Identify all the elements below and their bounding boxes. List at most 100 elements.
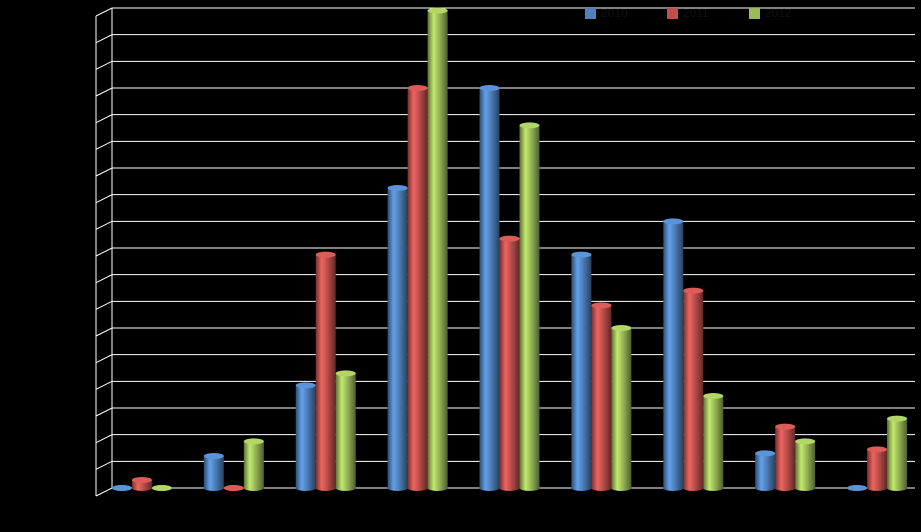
bar bbox=[775, 423, 796, 491]
bar-top bbox=[703, 393, 724, 399]
bar-body bbox=[427, 10, 448, 489]
bar-base bbox=[407, 485, 428, 491]
bar bbox=[203, 453, 224, 491]
bar bbox=[427, 7, 448, 491]
bar-base bbox=[755, 485, 776, 491]
bar-top bbox=[111, 485, 132, 491]
legend-label: 2010 bbox=[601, 6, 628, 20]
grid-line bbox=[95, 87, 915, 97]
bar-body bbox=[407, 88, 428, 488]
bar-base bbox=[243, 485, 264, 491]
bar-base bbox=[131, 485, 152, 491]
bar-base bbox=[295, 485, 316, 491]
bar-body bbox=[315, 254, 336, 488]
bar-body bbox=[795, 441, 816, 488]
bar-top bbox=[847, 485, 868, 491]
bar-base bbox=[203, 485, 224, 491]
bar bbox=[519, 122, 540, 491]
y-tick-label: 12 bbox=[77, 168, 91, 182]
bar-base bbox=[571, 485, 592, 491]
grid-line bbox=[95, 114, 915, 124]
bar-base bbox=[499, 485, 520, 491]
y-tick-label: 3 bbox=[83, 408, 90, 422]
bar-body bbox=[611, 328, 632, 488]
bar bbox=[571, 251, 592, 491]
bar bbox=[151, 485, 172, 491]
bar-body bbox=[703, 396, 724, 488]
bar bbox=[315, 251, 336, 491]
bar-base bbox=[867, 485, 888, 491]
bar-base bbox=[387, 485, 408, 491]
y-tick-label: 18 bbox=[77, 8, 91, 22]
bar-base bbox=[887, 485, 908, 491]
bar-body bbox=[203, 456, 224, 488]
bar-base bbox=[683, 485, 704, 491]
bar-top bbox=[755, 450, 776, 457]
grid-line bbox=[95, 140, 915, 150]
bar-top bbox=[203, 453, 224, 459]
bar bbox=[591, 302, 612, 491]
bar-base bbox=[663, 485, 684, 491]
bar-top bbox=[795, 438, 816, 445]
bar-body bbox=[335, 373, 356, 488]
y-tick-label: 17 bbox=[77, 35, 91, 49]
y-tick-label: 11 bbox=[78, 195, 91, 209]
legend-label: 2012 bbox=[765, 6, 792, 20]
bar-body bbox=[755, 453, 776, 488]
bar-top bbox=[683, 287, 704, 294]
bar-base bbox=[479, 485, 500, 491]
bar bbox=[407, 85, 428, 491]
bar-base bbox=[519, 485, 540, 491]
y-tick-label: 13 bbox=[77, 142, 91, 156]
legend-swatch bbox=[585, 8, 596, 19]
bar-body bbox=[387, 188, 408, 488]
grid-line bbox=[95, 60, 915, 70]
bar bbox=[683, 287, 704, 491]
grid-line bbox=[95, 194, 915, 204]
bar-body bbox=[775, 426, 796, 488]
bar bbox=[847, 485, 868, 491]
bar-base bbox=[703, 485, 724, 491]
grid-line bbox=[95, 220, 915, 230]
bar-body bbox=[295, 385, 316, 488]
y-tick-label: 15 bbox=[77, 88, 91, 102]
bar bbox=[223, 485, 244, 491]
legend-swatch bbox=[667, 8, 678, 19]
grid-line bbox=[95, 7, 915, 17]
bar bbox=[611, 325, 632, 491]
bar bbox=[335, 370, 356, 491]
bar-body bbox=[591, 305, 612, 488]
bar-top bbox=[315, 251, 336, 258]
bar bbox=[663, 218, 684, 491]
bar-body bbox=[243, 441, 264, 488]
bar-base bbox=[591, 485, 612, 491]
bar-top bbox=[887, 415, 908, 422]
bar bbox=[243, 438, 264, 491]
bar-body bbox=[887, 418, 908, 488]
bar-top bbox=[151, 485, 172, 491]
bar bbox=[295, 382, 316, 491]
bar-top bbox=[571, 251, 592, 258]
bar-top bbox=[775, 423, 796, 430]
bar-top bbox=[611, 325, 632, 331]
bar-base bbox=[315, 485, 336, 491]
bar-top bbox=[131, 477, 152, 483]
y-tick-label: 16 bbox=[77, 62, 91, 76]
legend-swatch bbox=[749, 8, 760, 19]
bar-top bbox=[499, 235, 520, 242]
bar-top bbox=[243, 438, 264, 445]
y-tick-label: 9 bbox=[83, 248, 90, 262]
y-tick-label: 8 bbox=[83, 275, 90, 289]
bar-top bbox=[663, 218, 684, 225]
bar-body bbox=[571, 254, 592, 488]
bar-top bbox=[867, 446, 888, 453]
bar-top bbox=[427, 7, 448, 14]
bar-body bbox=[519, 125, 540, 488]
bar-body bbox=[479, 88, 500, 488]
y-tick-label: 4 bbox=[83, 382, 90, 396]
bar-body bbox=[663, 221, 684, 489]
bar bbox=[867, 446, 888, 491]
bar-base bbox=[795, 485, 816, 491]
bar bbox=[387, 185, 408, 491]
